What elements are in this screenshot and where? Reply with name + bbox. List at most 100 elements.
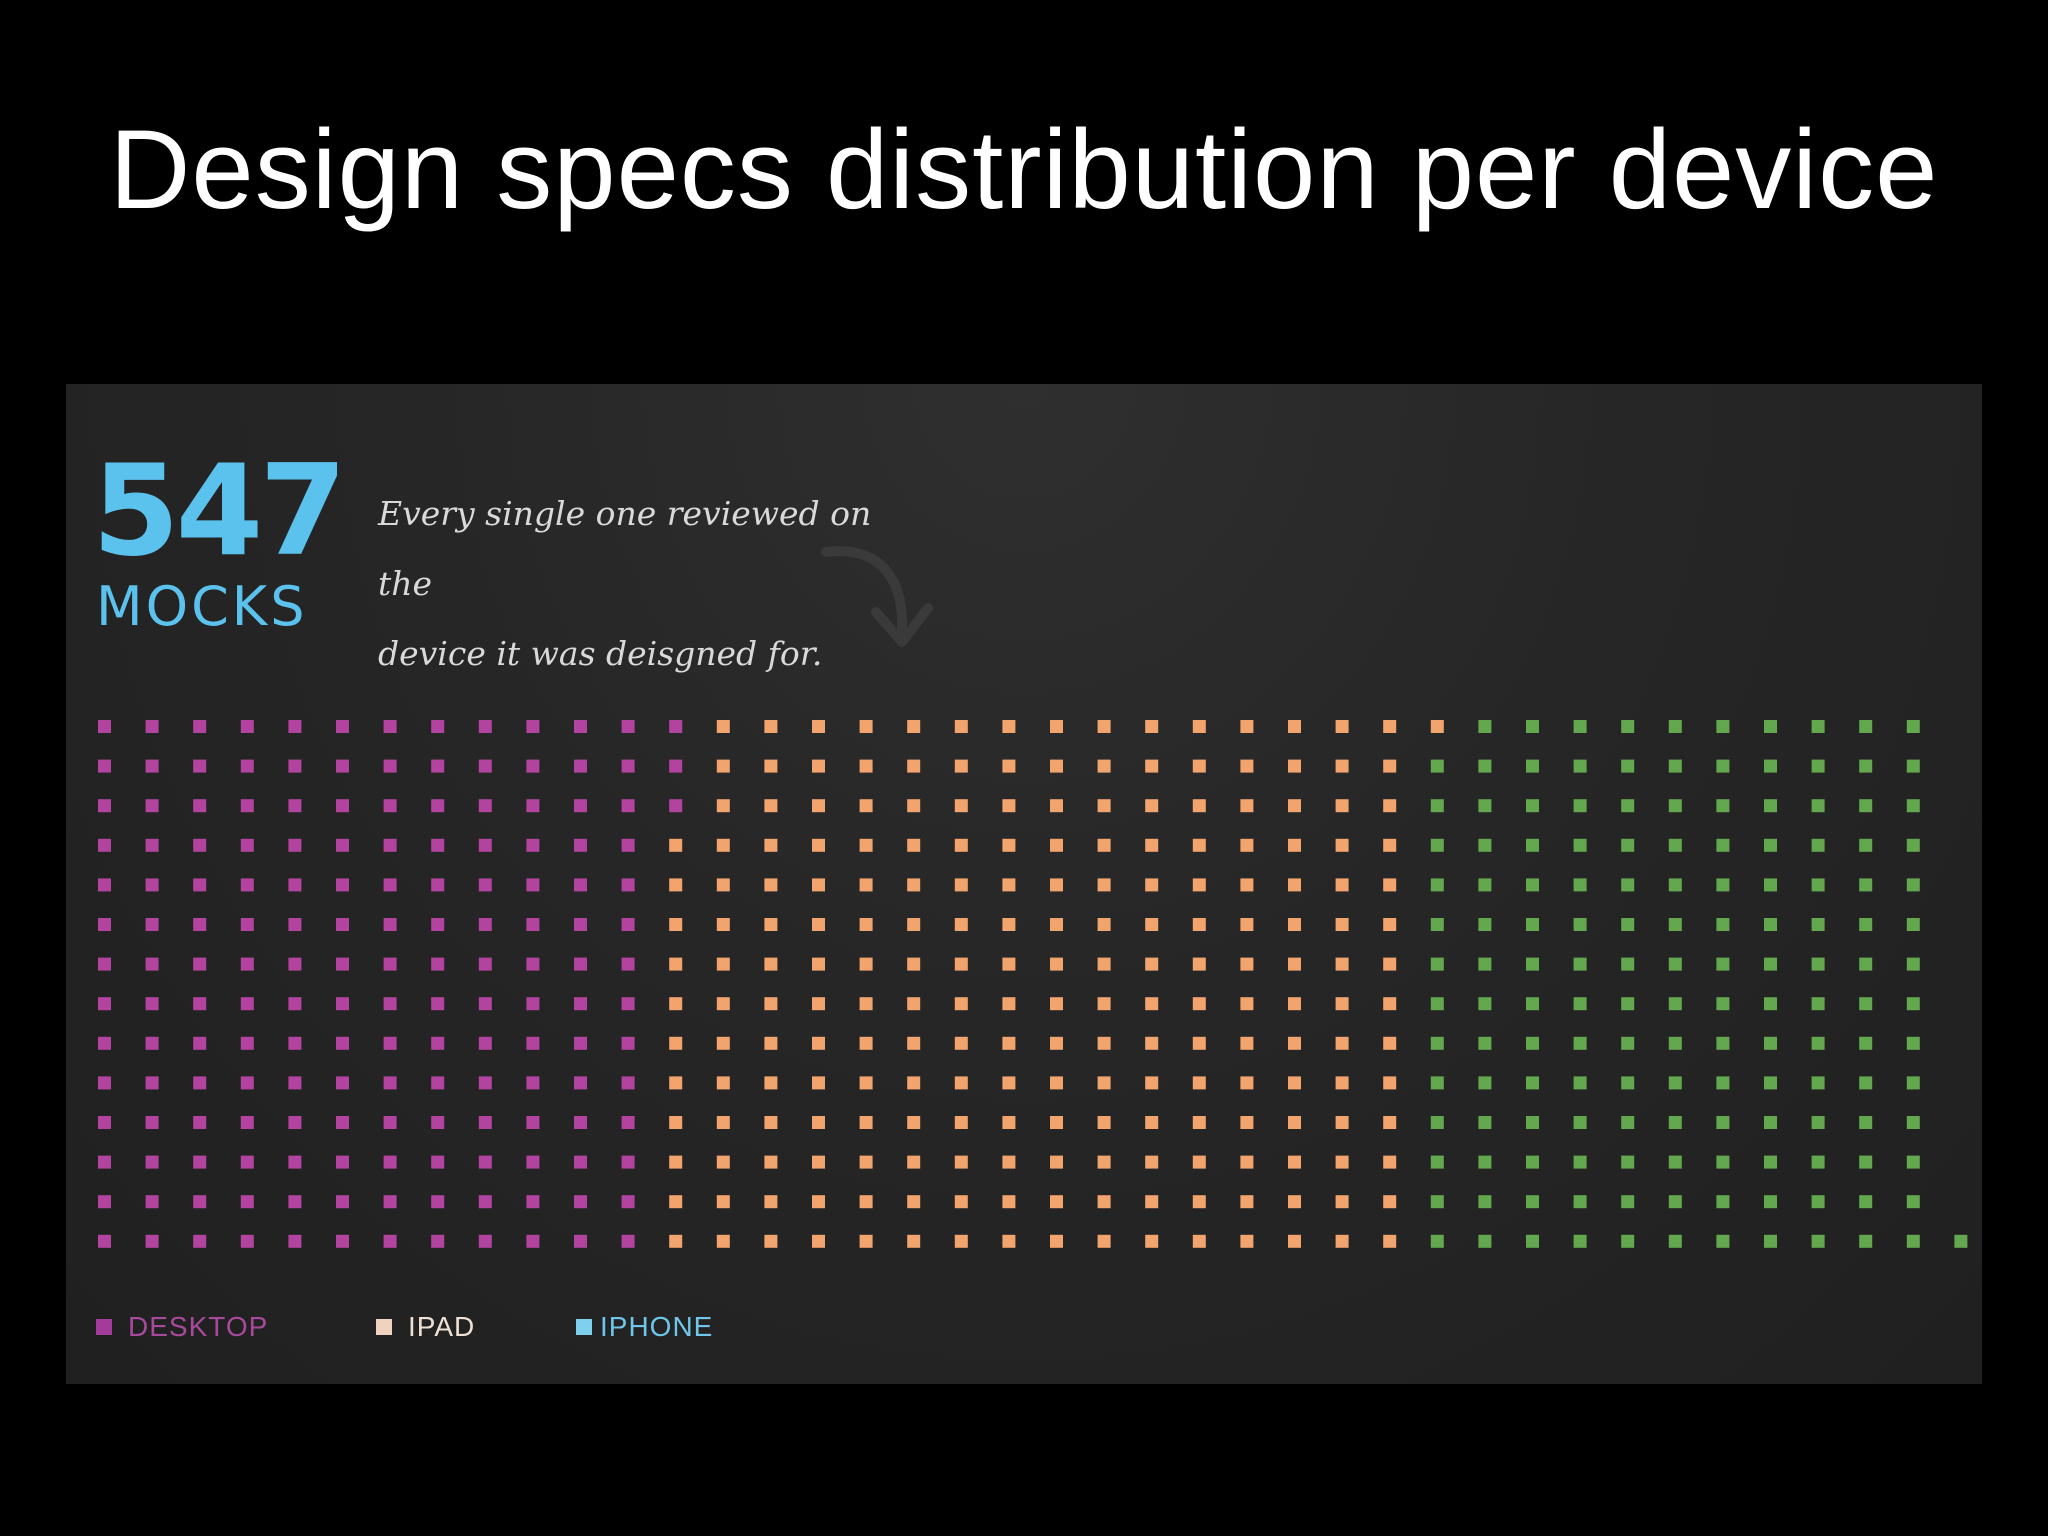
waffle-cell-iphone [1478,1195,1492,1209]
waffle-cell-desktop [145,957,159,971]
curved-arrow-icon [821,546,933,647]
waffle-cell-desktop [193,1195,207,1209]
waffle-cell-ipad [1050,838,1063,852]
waffle-cell-iphone [1430,918,1444,931]
waffle-cell-ipad [1050,799,1063,813]
waffle-cell-desktop [431,997,445,1011]
waffle-cell-desktop [240,1076,254,1090]
waffle-cell-ipad [1097,878,1111,892]
waffle-cell-desktop [240,1116,254,1129]
waffle-cell-iphone [1526,1155,1539,1169]
waffle-cell-ipad [1050,918,1063,931]
waffle-cell-desktop [98,838,111,852]
waffle-cell-desktop [98,1076,111,1090]
waffle-cell-ipad [954,759,968,773]
waffle-cell-iphone [1621,957,1635,971]
waffle-cell-ipad [716,918,730,931]
waffle-cell-iphone [1764,997,1777,1011]
waffle-cell-desktop [383,878,397,892]
waffle-cell-desktop [145,1116,159,1129]
waffle-cell-desktop [193,997,207,1011]
waffle-cell-desktop [621,878,635,892]
waffle-cell-ipad [1192,1036,1206,1050]
note-line-1: Every single one reviewed on the [378,494,872,603]
waffle-cell-ipad [1335,1234,1349,1248]
waffle-cell-desktop [574,957,587,971]
waffle-cell-ipad [1288,957,1301,971]
waffle-cell-ipad [1192,1155,1206,1169]
waffle-cell-desktop [526,1116,540,1129]
waffle-cell-desktop [383,1155,397,1169]
waffle-cell-ipad [1050,1116,1063,1129]
waffle-cell-ipad [764,1234,778,1248]
waffle-cell-iphone [1764,1234,1777,1248]
waffle-cell-ipad [1145,1234,1159,1248]
waffle-cell-ipad [1335,799,1349,813]
waffle-cell-ipad [907,759,921,773]
waffle-cell-ipad [1097,918,1111,931]
waffle-cell-ipad [1240,1036,1254,1050]
waffle-cell-desktop [240,720,254,733]
waffle-cell-desktop [574,878,587,892]
waffle-cell-ipad [1050,1076,1063,1090]
waffle-cell-ipad [1002,759,1016,773]
waffle-cell-ipad [716,878,730,892]
waffle-cell-ipad [1240,1116,1254,1129]
waffle-cell-iphone [1811,1155,1825,1169]
waffle-cell-iphone [1573,759,1587,773]
waffle-cell-desktop [336,918,349,931]
waffle-cell-iphone [1859,918,1873,931]
waffle-cell-desktop [288,878,302,892]
waffle-cell-iphone [1430,878,1444,892]
waffle-cell-iphone [1573,997,1587,1011]
waffle-cell-desktop [145,997,159,1011]
waffle-cell-desktop [478,1155,492,1169]
waffle-cell-desktop [336,838,349,852]
waffle-cell-iphone [1668,720,1682,733]
waffle-cell-iphone [1621,878,1635,892]
waffle-cell-iphone [1764,1076,1777,1090]
waffle-cell-ipad [954,1116,968,1129]
waffle-cell-ipad [907,957,921,971]
note-line-2: device it was deisgned for. [378,634,823,673]
waffle-cell-ipad [859,1155,873,1169]
waffle-cell-desktop [526,918,540,931]
waffle-cell-desktop [383,918,397,931]
waffle-cell-iphone [1621,799,1635,813]
waffle-cell-desktop [288,1116,302,1129]
waffle-cell-iphone [1621,1036,1635,1050]
waffle-cell-iphone [1811,759,1825,773]
waffle-cell-ipad [954,838,968,852]
waffle-cell-iphone [1430,838,1444,852]
waffle-cell-desktop [431,759,445,773]
waffle-cell-desktop [383,1234,397,1248]
waffle-cell-ipad [764,878,778,892]
legend-swatch-desktop [96,1319,112,1335]
waffle-cell-iphone [1430,1036,1444,1050]
waffle-cell-iphone [1906,720,1920,733]
legend-item-iphone: IPHONE [576,1309,713,1345]
waffle-cell-ipad [812,997,825,1011]
waffle-cell-desktop [336,1076,349,1090]
waffle-cell-desktop [574,720,587,733]
waffle-cell-ipad [812,1234,825,1248]
waffle-cell-ipad [716,1155,730,1169]
waffle-cell-desktop [288,720,302,733]
waffle-cell-iphone [1526,1036,1539,1050]
waffle-cell-ipad [764,720,778,733]
waffle-cell-desktop [145,1155,159,1169]
waffle-cell-desktop [98,759,111,773]
waffle-cell-desktop [526,1076,540,1090]
total-mocks-label: MOCKS [96,575,308,638]
waffle-cell-iphone [1716,1195,1730,1209]
waffle-cell-desktop [98,799,111,813]
waffle-cell-ipad [716,720,730,733]
total-mocks-number: 547 [92,437,347,584]
waffle-cell-iphone [1716,1116,1730,1129]
waffle-cell-iphone [1859,997,1873,1011]
waffle-cell-ipad [764,1195,778,1209]
waffle-cell-ipad [716,1195,730,1209]
waffle-cell-ipad [669,1116,683,1129]
waffle-cell-iphone [1526,1234,1539,1248]
waffle-cell-ipad [859,1076,873,1090]
